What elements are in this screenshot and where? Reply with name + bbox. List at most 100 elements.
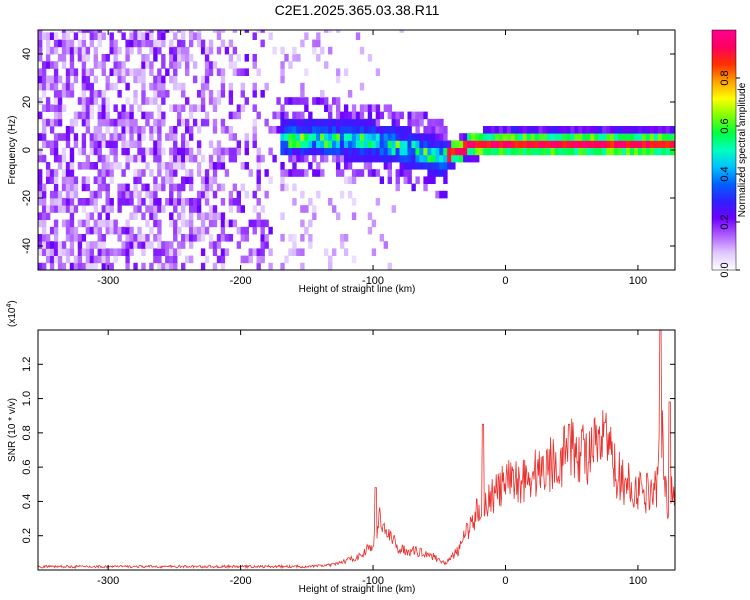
spectrogram-cell [228,147,234,156]
spectrogram-cell [316,39,321,48]
spectrogram-y-tick-label: -40 [21,238,33,254]
spectrogram-cell [216,234,222,242]
spectrogram-cell [300,39,305,48]
spectrogram-cell [105,219,110,228]
spectrogram-cell [514,133,520,141]
spectrogram-cell [224,46,230,55]
spectrogram-cell [212,241,218,249]
spectrogram-cell [165,30,170,33]
spectrogram-cell [153,205,158,213]
spectrogram-cell [471,147,476,156]
spectrogram-cell [149,111,154,120]
spectrogram-cell [105,82,110,91]
spectrogram-cell [208,205,214,213]
spectrogram-cell [45,61,51,69]
spectrogram-cell [510,147,516,156]
spectrogram-cell [145,205,150,213]
spectrogram-cell [403,147,408,156]
spectrogram-cell [387,147,392,156]
spectrogram-cell [53,90,59,98]
spectrogram-cell [447,154,452,163]
spectrogram-cell [637,147,643,156]
spectrogram-cell [614,140,619,148]
spectrogram-cell [89,32,95,40]
spectrogram-cell [244,30,249,33]
spectrogram-cell [141,97,146,105]
spectrogram-cell [475,154,480,163]
spectrogram-cell [379,133,385,141]
spectrogram-cell [355,147,361,156]
spectrogram-cell [85,104,91,112]
spectrogram-cell [324,97,329,105]
spectrogram-cell [117,68,122,76]
spectrogram-cell [89,190,95,199]
spectrogram-cell [204,68,210,76]
spectrogram-cell [220,75,226,84]
spectrogram-cell [185,68,190,76]
spectrogram-cell [252,54,257,62]
spectrogram-cell [196,126,202,134]
spectrogram-cell [101,140,106,148]
spectrogram-cell [320,140,325,148]
spectrogram-cell [157,111,162,120]
spectrogram-cell [81,97,87,105]
spectrogram-cell [570,147,575,156]
spectrogram-cell [133,30,138,33]
spectrogram-cell [129,32,134,40]
spectrogram-cell [149,190,154,199]
spectrogram-cell [332,126,337,134]
spectrogram-cell [407,154,412,163]
spectrogram-cell [371,126,377,134]
spectrogram-cell [482,147,488,156]
spectrogram-cell [296,126,301,134]
spectrogram-cell [582,126,587,134]
spectrogram-cell [522,133,528,141]
spectrogram-cell [69,39,75,48]
spectrogram-cell [77,147,83,156]
spectrogram-cell [347,154,353,163]
spectrogram-cell [153,198,158,206]
spectrogram-cell [359,147,365,156]
spectrogram-cell [125,147,130,156]
spectrogram-cell [69,61,75,69]
spectrogram-cell [133,183,138,192]
spectrogram-cell [296,54,301,62]
spectrogram-cell [113,248,118,256]
spectrogram-cell [93,90,98,98]
spectrogram-cell [208,176,214,184]
spectrogram-cell [407,126,412,134]
spectrogram-cell [415,133,420,141]
spectrogram-cell [530,126,536,134]
spectrogram-cell [212,176,218,184]
spectrogram-cell [121,140,126,148]
spectrogram-cell [363,126,369,134]
spectrogram-cell [423,162,428,170]
snr-multiplier-base: (x10 [7,307,18,327]
spectrogram-cell [196,212,202,220]
spectrogram-cell [169,176,174,184]
spectrogram-cell [324,61,329,69]
spectrogram-cell [240,90,245,98]
spectrogram-cell [622,133,627,141]
spectrogram-cell [447,140,452,148]
spectrogram-cell [169,255,174,264]
spectrogram-cell [292,198,297,206]
spectrogram-cell [542,147,547,156]
spectrogram-cell [185,169,190,177]
spectrogram-cell [196,32,202,40]
spectrogram-cell [371,219,377,228]
spectrogram-cell [129,140,134,148]
spectrogram-cell [506,133,512,141]
spectrogram-cell [133,262,138,270]
spectrogram-cell [149,97,154,105]
spectrogram-cell [236,205,242,213]
spectrogram-cell [109,39,114,48]
snr-multiplier-close: ) [7,300,18,303]
spectrogram-cell [435,133,440,141]
spectrogram-cell [38,82,43,91]
spectrogram-cell [546,133,551,141]
spectrogram-cell [232,219,238,228]
spectrogram-cell [657,133,663,141]
spectrogram-cell [49,169,55,177]
spectrogram-cell [113,162,118,170]
